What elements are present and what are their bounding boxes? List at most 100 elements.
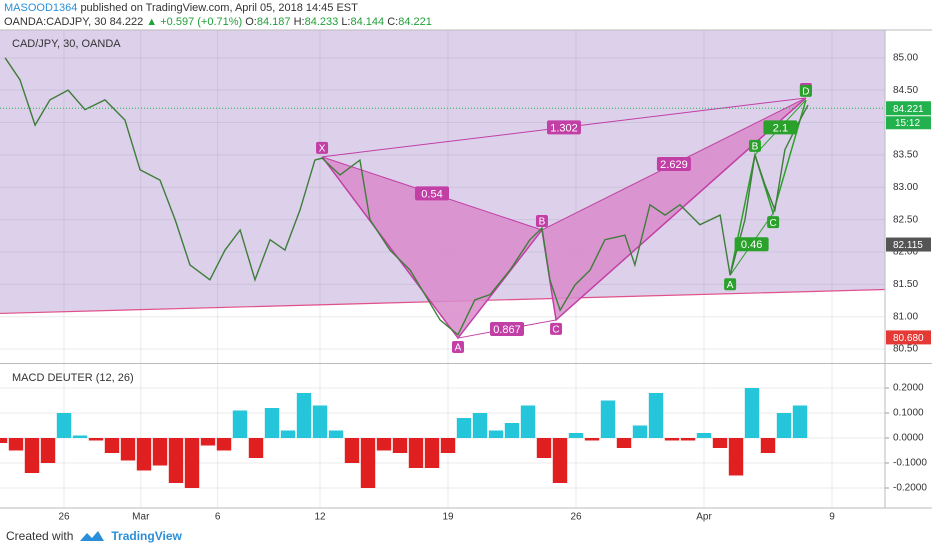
point-label: A xyxy=(455,343,462,354)
point-label: D xyxy=(802,87,809,98)
brand[interactable]: TradingView xyxy=(111,529,182,543)
point-badge xyxy=(767,216,780,229)
histogram-bar xyxy=(744,388,760,438)
ratio-badge xyxy=(734,237,769,252)
histogram-bar xyxy=(520,405,536,438)
ratio-badge xyxy=(763,120,798,135)
price-line xyxy=(4,57,809,336)
published: published on TradingView.com, April 05, … xyxy=(80,2,358,14)
histogram-bar xyxy=(280,430,296,438)
histogram-bar xyxy=(776,413,792,438)
y-tick-label: 0.2000 xyxy=(893,383,924,394)
y-tick-label: -0.1000 xyxy=(893,458,927,469)
point-badge xyxy=(799,84,812,97)
point-label: B xyxy=(539,217,546,228)
histogram-bar xyxy=(296,393,312,438)
o-label: O: xyxy=(245,16,257,28)
l-label: L: xyxy=(341,16,351,28)
histogram-bar xyxy=(648,393,664,438)
histogram-bar xyxy=(552,438,568,483)
x-tick-label: 9 xyxy=(829,512,835,523)
indicator-title: MACD DEUTER (12, 26) xyxy=(12,372,134,384)
histogram-bar xyxy=(376,438,392,451)
ratio-badge xyxy=(656,156,691,171)
countdown-badge xyxy=(886,116,931,130)
point-badge xyxy=(535,214,548,227)
histogram-bar xyxy=(504,423,520,438)
change: ▲ +0.597 (+0.71%) xyxy=(146,16,243,28)
x-tick-label: 26 xyxy=(570,512,582,523)
histogram-bar xyxy=(392,438,408,453)
histogram-bar xyxy=(120,438,136,461)
symbol: OANDA:CADJPY, 30 xyxy=(4,16,107,28)
y-tick-label: 81.50 xyxy=(893,279,918,290)
x-tick-label: 26 xyxy=(58,512,70,523)
price-badge-label: 82.115 xyxy=(893,240,923,251)
open: 84.187 xyxy=(256,16,291,28)
histogram-bar xyxy=(680,438,696,441)
y-tick-label: -0.2000 xyxy=(893,483,927,494)
y-tick-label: 84.50 xyxy=(893,85,918,96)
histogram-bar xyxy=(264,408,280,438)
h-label: H: xyxy=(293,16,305,28)
point-badge xyxy=(316,141,329,154)
y-tick-label: 0.0000 xyxy=(893,433,924,444)
point-badge xyxy=(748,139,761,152)
ratio-label: 2.629 xyxy=(660,159,688,171)
last-price-badge xyxy=(886,101,931,116)
low: 84.144 xyxy=(350,16,385,28)
histogram-bar xyxy=(712,438,728,448)
y-tick-label: 82.00 xyxy=(893,247,918,258)
histogram-bar xyxy=(696,433,712,438)
histogram-bar xyxy=(664,438,680,441)
histogram-bar xyxy=(56,413,72,438)
c-label: C: xyxy=(387,16,399,28)
footer: Created with TradingView xyxy=(6,529,182,543)
histogram-bar xyxy=(536,438,552,458)
price-badge xyxy=(886,237,931,252)
histogram-bar xyxy=(328,430,344,438)
header-line: OANDA:CADJPY, 30 84.222 ▲ +0.597 (+0.71%… xyxy=(4,16,432,28)
point-label: A xyxy=(727,280,734,291)
histogram-bar xyxy=(360,438,376,488)
histogram-bar xyxy=(568,433,584,438)
ratio-label: 0.54 xyxy=(421,188,442,200)
histogram-bar xyxy=(408,438,424,468)
point-label: X xyxy=(319,143,326,154)
histogram-bar xyxy=(616,438,632,448)
author[interactable]: MASOOD1364 xyxy=(4,2,78,14)
histogram-bar xyxy=(440,438,456,453)
histogram-bar xyxy=(248,438,264,458)
y-tick-label: 81.00 xyxy=(893,311,918,322)
point-badge xyxy=(550,322,563,335)
y-tick-label: 83.50 xyxy=(893,150,918,161)
histogram-bar xyxy=(472,413,488,438)
y-tick-label: 82.50 xyxy=(893,214,918,225)
histogram-bar xyxy=(216,438,232,451)
histogram-bar xyxy=(312,405,328,438)
pattern-fill xyxy=(322,156,542,339)
histogram-bar xyxy=(184,438,200,488)
histogram-bar xyxy=(40,438,56,463)
ratio-badge xyxy=(490,321,525,336)
histogram-bar xyxy=(24,438,40,473)
x-tick-label: Apr xyxy=(696,512,712,523)
histogram-bar xyxy=(232,410,248,438)
histogram-bar xyxy=(168,438,184,483)
histogram-bar xyxy=(72,435,88,438)
histogram-bar xyxy=(728,438,744,476)
chart-title: CAD/JPY, 30, OANDA xyxy=(12,38,121,50)
histogram-bar xyxy=(200,438,216,446)
ratio-badge xyxy=(415,186,450,201)
histogram-bar xyxy=(88,438,104,441)
histogram-bar xyxy=(424,438,440,468)
histogram-bar xyxy=(760,438,776,453)
x-tick-label: 6 xyxy=(215,512,221,523)
point-badge xyxy=(451,341,464,354)
x-tick-label: Mar xyxy=(132,512,150,523)
last-price-label: 84.221 xyxy=(893,104,924,115)
histogram-bar xyxy=(632,425,648,438)
histogram-bar xyxy=(600,400,616,438)
created-with: Created with xyxy=(6,529,74,543)
